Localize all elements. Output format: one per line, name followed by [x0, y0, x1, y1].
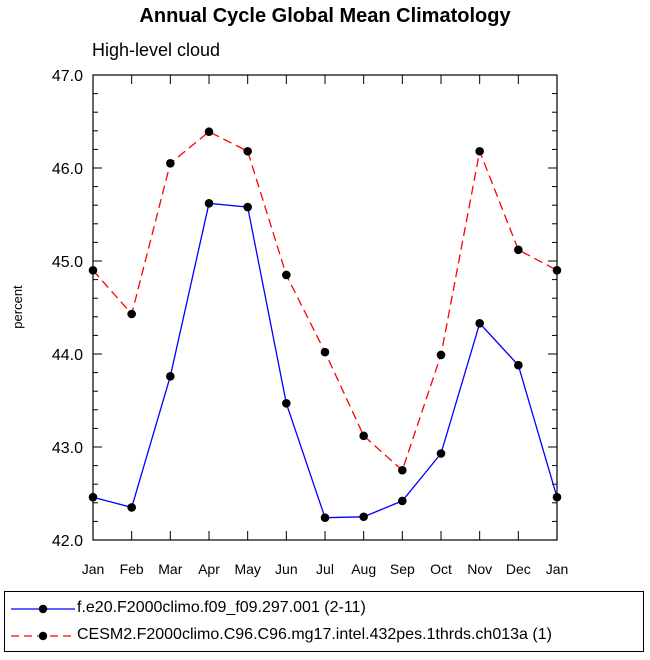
series-1-point: [320, 513, 330, 522]
y-tick-label: 47.0: [52, 68, 83, 85]
legend-label-series-2: CESM2.F2000climo.C96.C96.mg17.intel.432p…: [77, 626, 552, 643]
series-1-point: [359, 512, 368, 522]
x-tick-label: Mar: [158, 561, 182, 577]
x-tick-label: Jul: [316, 561, 334, 577]
x-tick-labels: Jan Feb Mar Apr May Jun Jul Aug Sep Oct Nov Dec Jan: [82, 561, 569, 577]
y-tick-label: 43.0: [52, 440, 83, 457]
chart-title: Annual Cycle Global Mean Climatology: [139, 5, 511, 27]
x-tick-label: Jan: [546, 561, 569, 577]
series-1-point: [166, 372, 175, 381]
series-1-point: [398, 496, 407, 506]
series-2-point: [475, 146, 484, 156]
x-tick-label: Jun: [275, 561, 298, 577]
series-2-point: [127, 309, 136, 319]
series-2-point: [398, 465, 407, 475]
legend-swatch-series-2: [11, 631, 75, 641]
series-1-point: [204, 199, 214, 208]
series-2-point: [359, 431, 368, 441]
x-tick-label: Dec: [506, 561, 531, 577]
y-tick-label: 46.0: [52, 161, 83, 178]
x-tick-label: Aug: [351, 561, 376, 577]
series-layer: [88, 127, 562, 522]
y-axis-label: percent: [10, 285, 25, 329]
legend-item-series-1: f.e20.F2000climo.f09_f09.297.001 (2-11): [5, 597, 643, 621]
series-1-point: [475, 319, 484, 328]
x-tick-label: Nov: [467, 561, 492, 577]
x-tick-label: Apr: [198, 561, 220, 577]
y-tick-label: 44.0: [52, 347, 83, 364]
series-2-point: [320, 347, 330, 357]
series-1-point: [436, 449, 446, 458]
chart-subtitle: High-level cloud: [92, 40, 220, 60]
series-1-point: [127, 503, 136, 512]
chart: Annual Cycle Global Mean Climatology Hig…: [10, 5, 569, 577]
series-1-point: [243, 202, 252, 212]
series-2-point: [204, 127, 214, 137]
series-1-point: [552, 492, 562, 502]
x-tick-label: Feb: [120, 561, 144, 577]
series-1-point: [88, 492, 98, 502]
x-tick-label: Sep: [390, 561, 415, 577]
y-tick-label: 45.0: [52, 254, 83, 271]
series-line-1: [92, 202, 558, 519]
series-1-point: [514, 360, 523, 370]
legend-item-series-2: CESM2.F2000climo.C96.C96.mg17.intel.432p…: [5, 624, 643, 648]
series-line-2: [92, 130, 558, 472]
series-2-point: [88, 266, 98, 275]
y-tick-label: 42.0: [52, 533, 83, 550]
legend-label-series-1: f.e20.F2000climo.f09_f09.297.001 (2-11): [77, 599, 366, 616]
x-tick-label: May: [234, 561, 260, 577]
legend-swatch-series-1: [11, 604, 75, 614]
series-2-point: [436, 350, 446, 360]
x-tick-label: Oct: [430, 561, 452, 577]
series-2-point: [514, 245, 523, 255]
plot-frame: [92, 74, 558, 541]
series-1-point: [282, 398, 291, 408]
y-tick-labels: 42.0 43.0 44.0 45.0 46.0 47.0: [52, 68, 83, 550]
series-2-point: [282, 270, 291, 280]
series-2-point: [552, 266, 562, 275]
series-2-point: [243, 146, 252, 156]
x-tick-label: Jan: [82, 561, 105, 577]
legend: f.e20.F2000climo.f09_f09.297.001 (2-11) …: [4, 591, 644, 652]
series-2-point: [166, 159, 175, 168]
axis-ticks: [92, 74, 558, 541]
